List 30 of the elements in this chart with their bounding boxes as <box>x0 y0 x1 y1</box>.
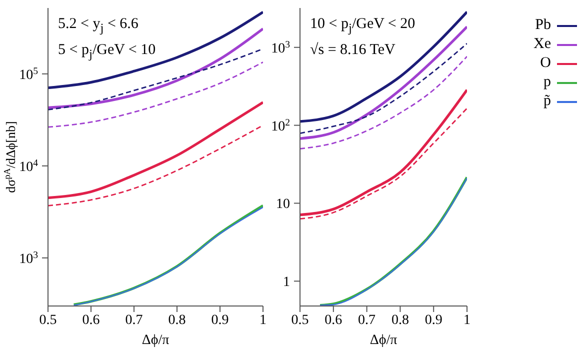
annotation: √s = 8.16 TeV <box>310 42 396 59</box>
x-axis-title: Δϕ/π <box>370 333 398 348</box>
x-tick-label: 0.8 <box>391 312 409 328</box>
annotation: 5 < p$_{j}$/GeV < 10 <box>58 42 156 62</box>
x-axis-title: Δϕ/π <box>142 333 170 348</box>
x-tick-label: 0.9 <box>211 312 229 328</box>
legend-label: p <box>542 74 551 91</box>
x-tick-label: 1 <box>464 312 470 328</box>
x-tick-label: 1 <box>260 312 266 328</box>
x-tick-label: 0.8 <box>168 312 186 328</box>
annotation: 10 < p$_{j}$/GeV < 20 <box>310 16 416 36</box>
x-tick-label: 0.5 <box>39 312 57 328</box>
y-tick-label: 10$^{4}$ <box>19 157 38 175</box>
y-tick-label: 10$^{2}$ <box>271 116 290 134</box>
x-tick-label: 0.5 <box>291 312 309 328</box>
x-tick-label: 0.7 <box>358 312 376 328</box>
legend-label: Pb <box>534 17 551 34</box>
x-tick-label: 0.9 <box>424 312 442 328</box>
y-tick-label: 1 <box>283 275 290 290</box>
y-tick-label: 10$^{5}$ <box>19 65 38 83</box>
x-tick-label: 0.6 <box>82 312 100 328</box>
annotation: 5.2 < y$_{j}$ < 6.6 <box>58 16 138 36</box>
legend-label: O <box>539 55 551 72</box>
x-tick-label: 0.7 <box>125 312 143 328</box>
legend-label: Xe <box>532 36 551 53</box>
x-tick-label: 0.6 <box>324 312 342 328</box>
y-tick-label: 10 <box>276 197 290 212</box>
y-tick-label: 10$^{3}$ <box>271 38 290 56</box>
y-tick-label: 10$^{3}$ <box>19 249 38 267</box>
legend-label: p̃ <box>542 93 551 110</box>
